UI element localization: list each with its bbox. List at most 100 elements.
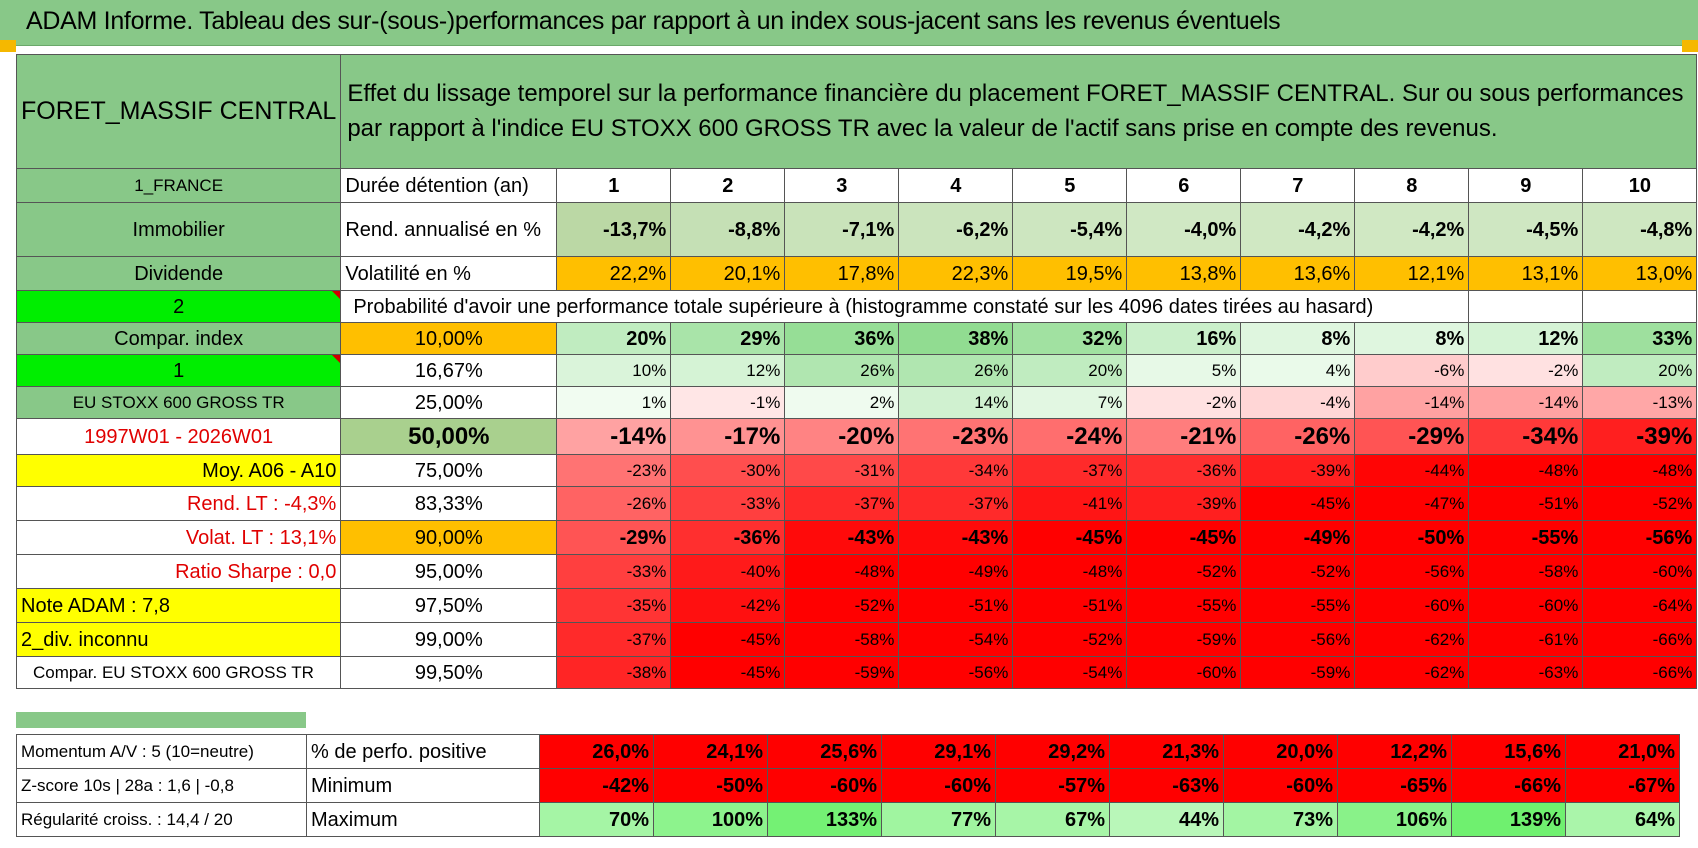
percentile-row: Compar. EU STOXX 600 GROSS TR 99,50% -38… [15, 656, 1698, 689]
percentile-label: 99,00% [340, 622, 558, 657]
percentile-cell: -41% [1012, 486, 1128, 521]
stat-cell: 12,2% [1337, 734, 1452, 769]
percentile-cell: 12% [670, 354, 786, 387]
duration-cell: 1 [556, 168, 672, 203]
percentile-label: 16,67% [340, 354, 558, 387]
stat-cell: 24,1% [653, 734, 768, 769]
duration-row: 1_FRANCE Durée détention (an) 1 2 3 4 5 … [15, 168, 1698, 203]
percentile-cell: -2% [1126, 386, 1242, 419]
compar-full-label: Compar. EU STOXX 600 GROSS TR [15, 656, 342, 689]
percentile-label: 83,33% [340, 486, 558, 521]
stat-cell: 26,0% [539, 734, 654, 769]
stat-label: Maximum [306, 802, 540, 837]
stat-cell: 29,1% [881, 734, 996, 769]
percentile-cell: -62% [1354, 622, 1470, 657]
percentile-cell: -4% [1240, 386, 1356, 419]
regularite-label: Régularité croiss. : 14,4 / 20 [16, 802, 307, 837]
volat-cell: 13,0% [1582, 256, 1698, 291]
volat-cell: 22,3% [898, 256, 1014, 291]
percentile-row: Rend. LT : -4,3% 83,33% -26% -33% -37% -… [15, 486, 1698, 521]
percentile-cell: -31% [784, 454, 900, 487]
percentile-cell: -42% [670, 588, 786, 623]
volat-cell: 17,8% [784, 256, 900, 291]
percentile-cell: 5% [1126, 354, 1242, 387]
percentile-cell: 38% [898, 322, 1014, 355]
report-title: ADAM Informe. Tableau des sur-(sous-)per… [26, 7, 1281, 35]
empty-cell [1468, 290, 1584, 323]
proba-label: Probabilité d'avoir une performance tota… [340, 290, 1470, 323]
separator-strip [16, 712, 306, 728]
volat-cell: 12,1% [1354, 256, 1470, 291]
div-label: 2_div. inconnu [15, 622, 342, 657]
volat-lt-label: Volat. LT : 13,1% [15, 520, 342, 555]
proba-row: 2 Probabilité d'avoir une performance to… [15, 290, 1698, 323]
stats-row: Régularité croiss. : 14,4 / 20 Maximum 7… [16, 802, 1680, 837]
percentile-cell: -33% [556, 554, 672, 589]
stats-table: Momentum A/V : 5 (10=neutre) % de perfo.… [16, 734, 1680, 837]
percentile-cell: 20% [1582, 354, 1698, 387]
stat-cell: 29,2% [995, 734, 1110, 769]
percentile-cell: -2% [1468, 354, 1584, 387]
period-label: 1997W01 - 2026W01 [15, 418, 342, 455]
percentile-cell: -33% [670, 486, 786, 521]
stat-cell: 70% [539, 802, 654, 837]
option-2-select[interactable]: 2 [15, 290, 342, 323]
percentile-cell: 32% [1012, 322, 1128, 355]
percentile-cell: 20% [556, 322, 672, 355]
stat-cell: -60% [767, 768, 882, 803]
duration-cell: 2 [670, 168, 786, 203]
option-1-select[interactable]: 1 [15, 354, 342, 387]
percentile-cell: -51% [898, 588, 1014, 623]
volat-cell: 13,1% [1468, 256, 1584, 291]
percentile-cell: -24% [1012, 418, 1128, 455]
percentile-cell: -55% [1468, 520, 1584, 555]
stat-cell: -60% [881, 768, 996, 803]
title-bar: ADAM Informe. Tableau des sur-(sous-)per… [0, 0, 1698, 46]
percentile-row: 2_div. inconnu 99,00% -37% -45% -58% -54… [15, 622, 1698, 657]
rend-cell: -4,0% [1126, 202, 1242, 257]
percentile-cell: -37% [784, 486, 900, 521]
volat-cell: 20,1% [670, 256, 786, 291]
stat-cell: 73% [1223, 802, 1338, 837]
percentile-label: 90,00% [340, 520, 558, 555]
stats-row: Momentum A/V : 5 (10=neutre) % de perfo.… [16, 734, 1680, 769]
percentile-cell: -66% [1582, 622, 1698, 657]
percentile-cell: -52% [1240, 554, 1356, 589]
percentile-cell: -50% [1354, 520, 1470, 555]
percentile-cell: -66% [1582, 656, 1698, 689]
header-row: FORET_MASSIF CENTRAL Effet du lissage te… [15, 54, 1698, 169]
percentile-row: Volat. LT : 13,1% 90,00% -29% -36% -43% … [15, 520, 1698, 555]
stat-cell: 21,3% [1109, 734, 1224, 769]
stat-cell: -42% [539, 768, 654, 803]
stat-cell: 133% [767, 802, 882, 837]
rend-cell: -13,7% [556, 202, 672, 257]
rend-label: Rend. annualisé en % [340, 202, 558, 257]
duration-cell: 6 [1126, 168, 1242, 203]
percentile-cell: -51% [1012, 588, 1128, 623]
left-corner-marker [0, 40, 16, 52]
percentile-label: 75,00% [340, 454, 558, 487]
rend-row: Immobilier Rend. annualisé en % -13,7% -… [15, 202, 1698, 257]
momentum-label: Momentum A/V : 5 (10=neutre) [16, 734, 307, 769]
percentile-cell: -39% [1240, 454, 1356, 487]
percentile-cell: -43% [784, 520, 900, 555]
percentile-label: 99,50% [340, 656, 558, 689]
performance-table: FORET_MASSIF CENTRAL Effet du lissage te… [15, 54, 1698, 689]
stat-cell: 64% [1565, 802, 1680, 837]
percentile-cell: -37% [898, 486, 1014, 521]
percentile-cell: -34% [898, 454, 1014, 487]
percentile-cell: -52% [1126, 554, 1242, 589]
percentile-row: Note ADAM : 7,8 97,50% -35% -42% -52% -5… [15, 588, 1698, 623]
percentile-cell: -61% [1468, 622, 1584, 657]
volat-cell: 22,2% [556, 256, 672, 291]
percentile-label: 95,00% [340, 554, 558, 589]
percentile-cell: -13% [1582, 386, 1698, 419]
stat-cell: 67% [995, 802, 1110, 837]
percentile-cell: -60% [1582, 554, 1698, 589]
duration-cell: 10 [1582, 168, 1698, 203]
percentile-cell: -45% [670, 656, 786, 689]
duration-cell: 8 [1354, 168, 1470, 203]
percentile-cell: -14% [1468, 386, 1584, 419]
sharpe-label: Ratio Sharpe : 0,0 [15, 554, 342, 589]
percentile-cell: -49% [1240, 520, 1356, 555]
